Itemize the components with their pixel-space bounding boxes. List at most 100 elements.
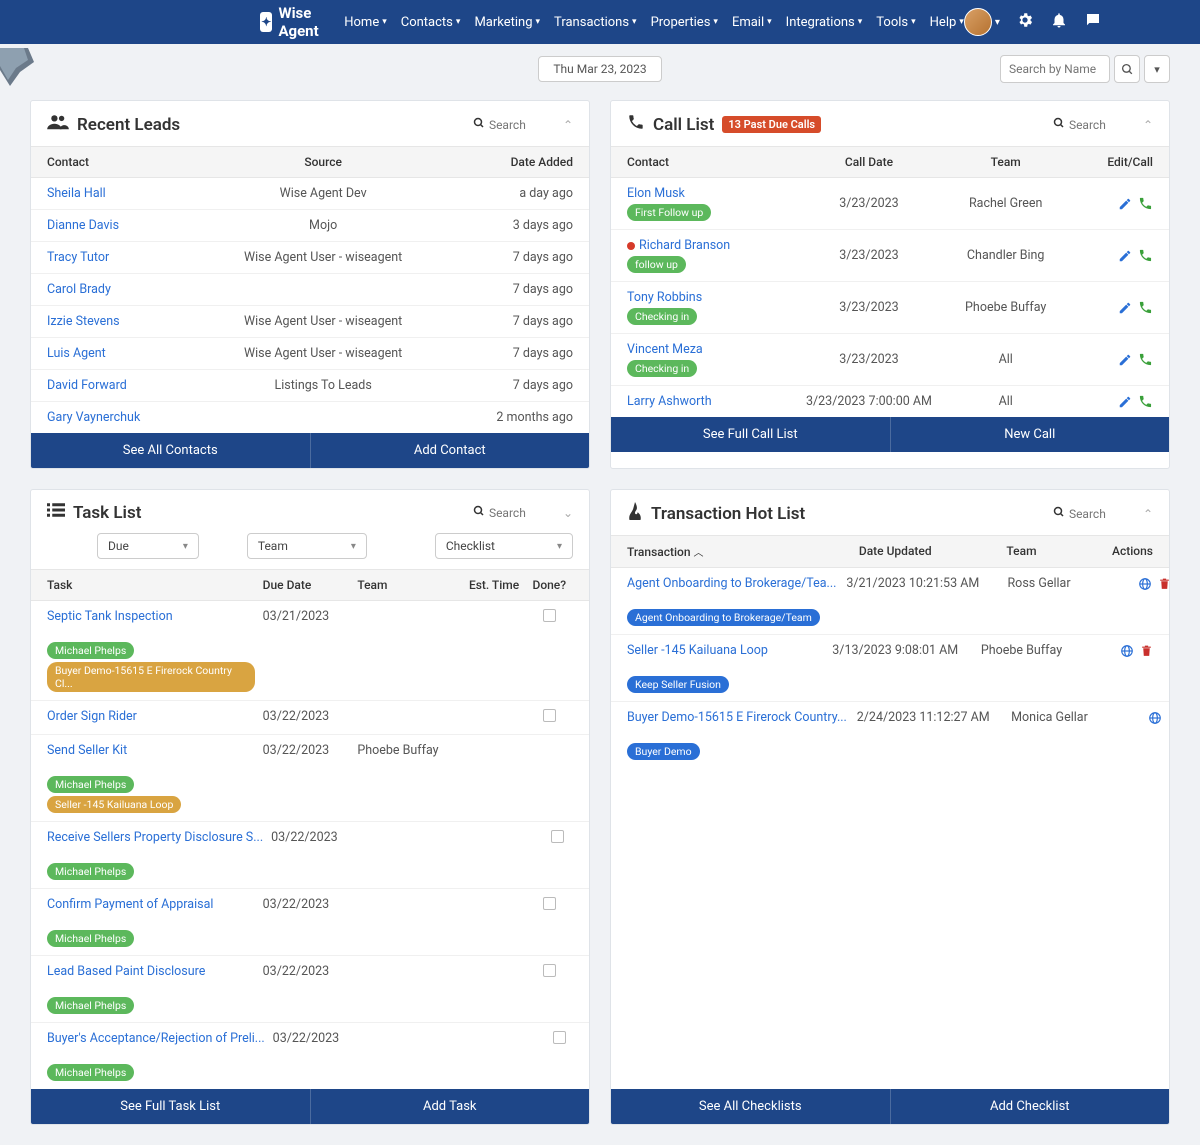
see-all-contacts-button[interactable]: See All Contacts [31,433,310,468]
panel-search-input[interactable] [489,118,559,132]
panel-search-input[interactable] [1069,118,1139,132]
lead-link[interactable]: Izzie Stevens [47,314,120,329]
nav-help[interactable]: Help ▾ [930,15,964,30]
lead-link[interactable]: Tracy Tutor [47,250,109,265]
lead-row: Sheila HallWise Agent Deva day ago [31,178,589,210]
nav-marketing[interactable]: Marketing ▾ [474,15,540,30]
task-link[interactable]: Buyer's Acceptance/Rejection of Preli... [47,1031,265,1046]
done-checkbox[interactable] [543,964,556,977]
add-task-button[interactable]: Add Task [310,1089,590,1124]
call-row: Vincent MezaChecking in3/23/2023All [611,334,1169,386]
panel-search-input[interactable] [1069,507,1139,521]
done-checkbox[interactable] [553,1031,566,1044]
task-row: Confirm Payment of AppraisalMichael Phel… [31,889,589,956]
nav-email[interactable]: Email ▾ [732,15,772,30]
nav-properties[interactable]: Properties ▾ [651,15,718,30]
user-menu[interactable]: ▾ [964,8,1000,36]
filter-due[interactable]: Due▾ [97,533,199,559]
tx-link[interactable]: Agent Onboarding to Brokerage/Tea... [627,576,836,591]
see-full-task-list-button[interactable]: See Full Task List [31,1089,310,1124]
done-checkbox[interactable] [543,609,556,622]
collapse-icon[interactable]: ⌃ [1143,118,1153,132]
lead-link[interactable]: David Forward [47,378,127,393]
done-checkbox[interactable] [551,830,564,843]
task-link[interactable]: Confirm Payment of Appraisal [47,897,255,912]
nav-contacts[interactable]: Contacts ▾ [401,15,461,30]
edit-icon[interactable] [1118,352,1132,367]
tx-link[interactable]: Seller -145 Kailuana Loop [627,643,819,658]
add-checklist-button[interactable]: Add Checklist [890,1089,1170,1124]
bell-icon[interactable] [1050,11,1068,33]
edit-icon[interactable] [1118,300,1132,315]
collapse-icon[interactable]: ⌄ [563,506,573,520]
panel-search-input[interactable] [489,506,559,520]
filter-button[interactable]: ▾ [1144,55,1170,83]
nav-home[interactable]: Home ▾ [344,15,387,30]
call-tag: Checking in [627,360,697,377]
add-contact-button[interactable]: Add Contact [310,433,590,468]
tx-tag: Buyer Demo [627,743,700,760]
tx-link[interactable]: Buyer Demo-15615 E Firerock Country... [627,710,847,725]
brand-badge-icon: ✦ [260,12,272,32]
search-button[interactable] [1114,55,1140,83]
date-display[interactable]: Thu Mar 23, 2023 [538,56,661,82]
lead-link[interactable]: Gary Vaynerchuk [47,410,140,425]
task-link[interactable]: Order Sign Rider [47,709,255,724]
lead-link[interactable]: Luis Agent [47,346,106,361]
collapse-icon[interactable]: ⌃ [1143,507,1153,521]
col-calldate: Call Date [806,155,932,169]
call-contact-link[interactable]: Tony Robbins [627,290,702,305]
task-link[interactable]: Septic Tank Inspection [47,609,255,624]
call-icon[interactable] [1138,196,1153,211]
brand[interactable]: ✦ Wise Agent [260,4,326,40]
collapse-icon[interactable]: ⌃ [563,118,573,132]
done-checkbox[interactable] [543,709,556,722]
col-due: Due Date [263,578,358,592]
lead-link[interactable]: Dianne Davis [47,218,119,233]
filter-checklist[interactable]: Checklist▾ [435,533,573,559]
gear-icon[interactable] [1016,11,1034,33]
edit-icon[interactable] [1118,394,1132,409]
lead-date: 7 days ago [415,346,573,361]
lead-row: Carol Brady7 days ago [31,274,589,306]
edit-icon[interactable] [1118,248,1132,263]
col-source: Source [231,155,415,169]
call-tag: Checking in [627,308,697,325]
panel-call-list: Call List 13 Past Due Calls ⌃ Contact Ca… [610,100,1170,469]
chat-icon[interactable] [1084,11,1102,33]
call-contact-link[interactable]: Larry Ashworth [627,394,712,409]
col-transaction[interactable]: Transaction ︿ [627,544,827,559]
globe-icon[interactable] [1148,710,1162,725]
nav-integrations[interactable]: Integrations ▾ [786,15,863,30]
call-date: 3/23/2023 [806,248,932,263]
see-full-call-list-button[interactable]: See Full Call List [611,417,890,452]
call-contact-link[interactable]: Elon Musk [627,186,685,201]
see-all-checklists-button[interactable]: See All Checklists [611,1089,890,1124]
panel-transaction-hot-list: Transaction Hot List ⌃ Transaction ︿ Dat… [610,489,1170,1125]
task-link[interactable]: Receive Sellers Property Disclosure S... [47,830,263,845]
call-tag: follow up [627,256,686,273]
nav-tools[interactable]: Tools ▾ [876,15,915,30]
task-link[interactable]: Send Seller Kit [47,743,255,758]
call-icon[interactable] [1138,394,1153,409]
trash-icon[interactable] [1168,710,1170,725]
nav-transactions[interactable]: Transactions ▾ [554,15,637,30]
lead-link[interactable]: Carol Brady [47,282,111,297]
call-contact-link[interactable]: Vincent Meza [627,342,703,357]
filter-team[interactable]: Team▾ [247,533,367,559]
call-icon[interactable] [1138,352,1153,367]
call-icon[interactable] [1138,248,1153,263]
lead-source: Mojo [231,218,415,233]
call-contact-link[interactable]: Richard Branson [639,238,730,253]
edit-icon[interactable] [1118,196,1132,211]
trash-icon[interactable] [1158,576,1170,591]
done-checkbox[interactable] [543,897,556,910]
globe-icon[interactable] [1138,576,1152,591]
globe-icon[interactable] [1120,643,1134,658]
trash-icon[interactable] [1140,643,1153,658]
call-icon[interactable] [1138,300,1153,315]
search-name-input[interactable] [1000,55,1110,83]
new-call-button[interactable]: New Call [890,417,1170,452]
lead-link[interactable]: Sheila Hall [47,186,106,201]
task-link[interactable]: Lead Based Paint Disclosure [47,964,255,979]
